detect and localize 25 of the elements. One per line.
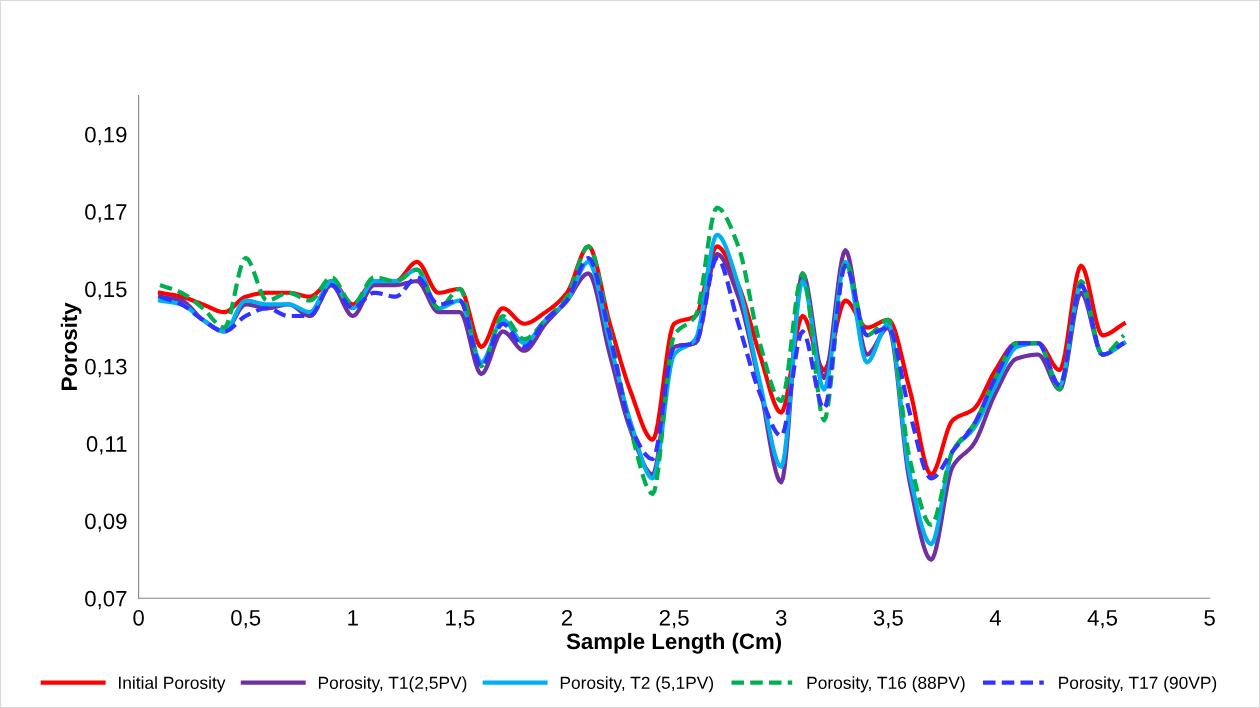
legend-label: Initial Porosity <box>119 676 226 693</box>
y-tick-label: 0,07 <box>85 590 127 610</box>
y-tick-label: 0,13 <box>85 358 127 378</box>
x-tick-label: 5 <box>1204 610 1215 626</box>
legend-label: Porosity, T16 (88PV) <box>807 676 965 693</box>
x-tick-label: 3,5 <box>873 609 903 629</box>
x-tick-label: 1,5 <box>446 610 475 629</box>
legend-label: Porosity, T17 (90VP) <box>1059 676 1217 693</box>
y-tick-label: 0,15 <box>85 281 127 300</box>
x-tick-label: 4 <box>989 610 1001 626</box>
y-tick-label: 0,11 <box>86 436 127 455</box>
x-tick-label: 0 <box>133 609 144 626</box>
y-tick-label: 0,09 <box>85 513 127 532</box>
x-axis-title: Sample Length (Cm) <box>566 632 782 654</box>
x-tick-label: 2 <box>561 609 573 626</box>
x-tick-label: 0,5 <box>231 609 261 629</box>
legend-label: Porosity, T2 (5,1PV) <box>560 676 714 693</box>
y-axis-title: Porosity <box>60 302 82 390</box>
x-tick-label: 2,5 <box>659 609 689 629</box>
legend-label: Porosity, T1(2,5PV) <box>318 676 467 693</box>
x-tick-label: 1 <box>348 610 358 626</box>
x-tick-label: 4,5 <box>1087 610 1118 629</box>
x-tick-label: 3 <box>775 609 787 626</box>
y-tick-label: 0,17 <box>85 204 127 223</box>
y-tick-label: 0,19 <box>85 126 127 146</box>
